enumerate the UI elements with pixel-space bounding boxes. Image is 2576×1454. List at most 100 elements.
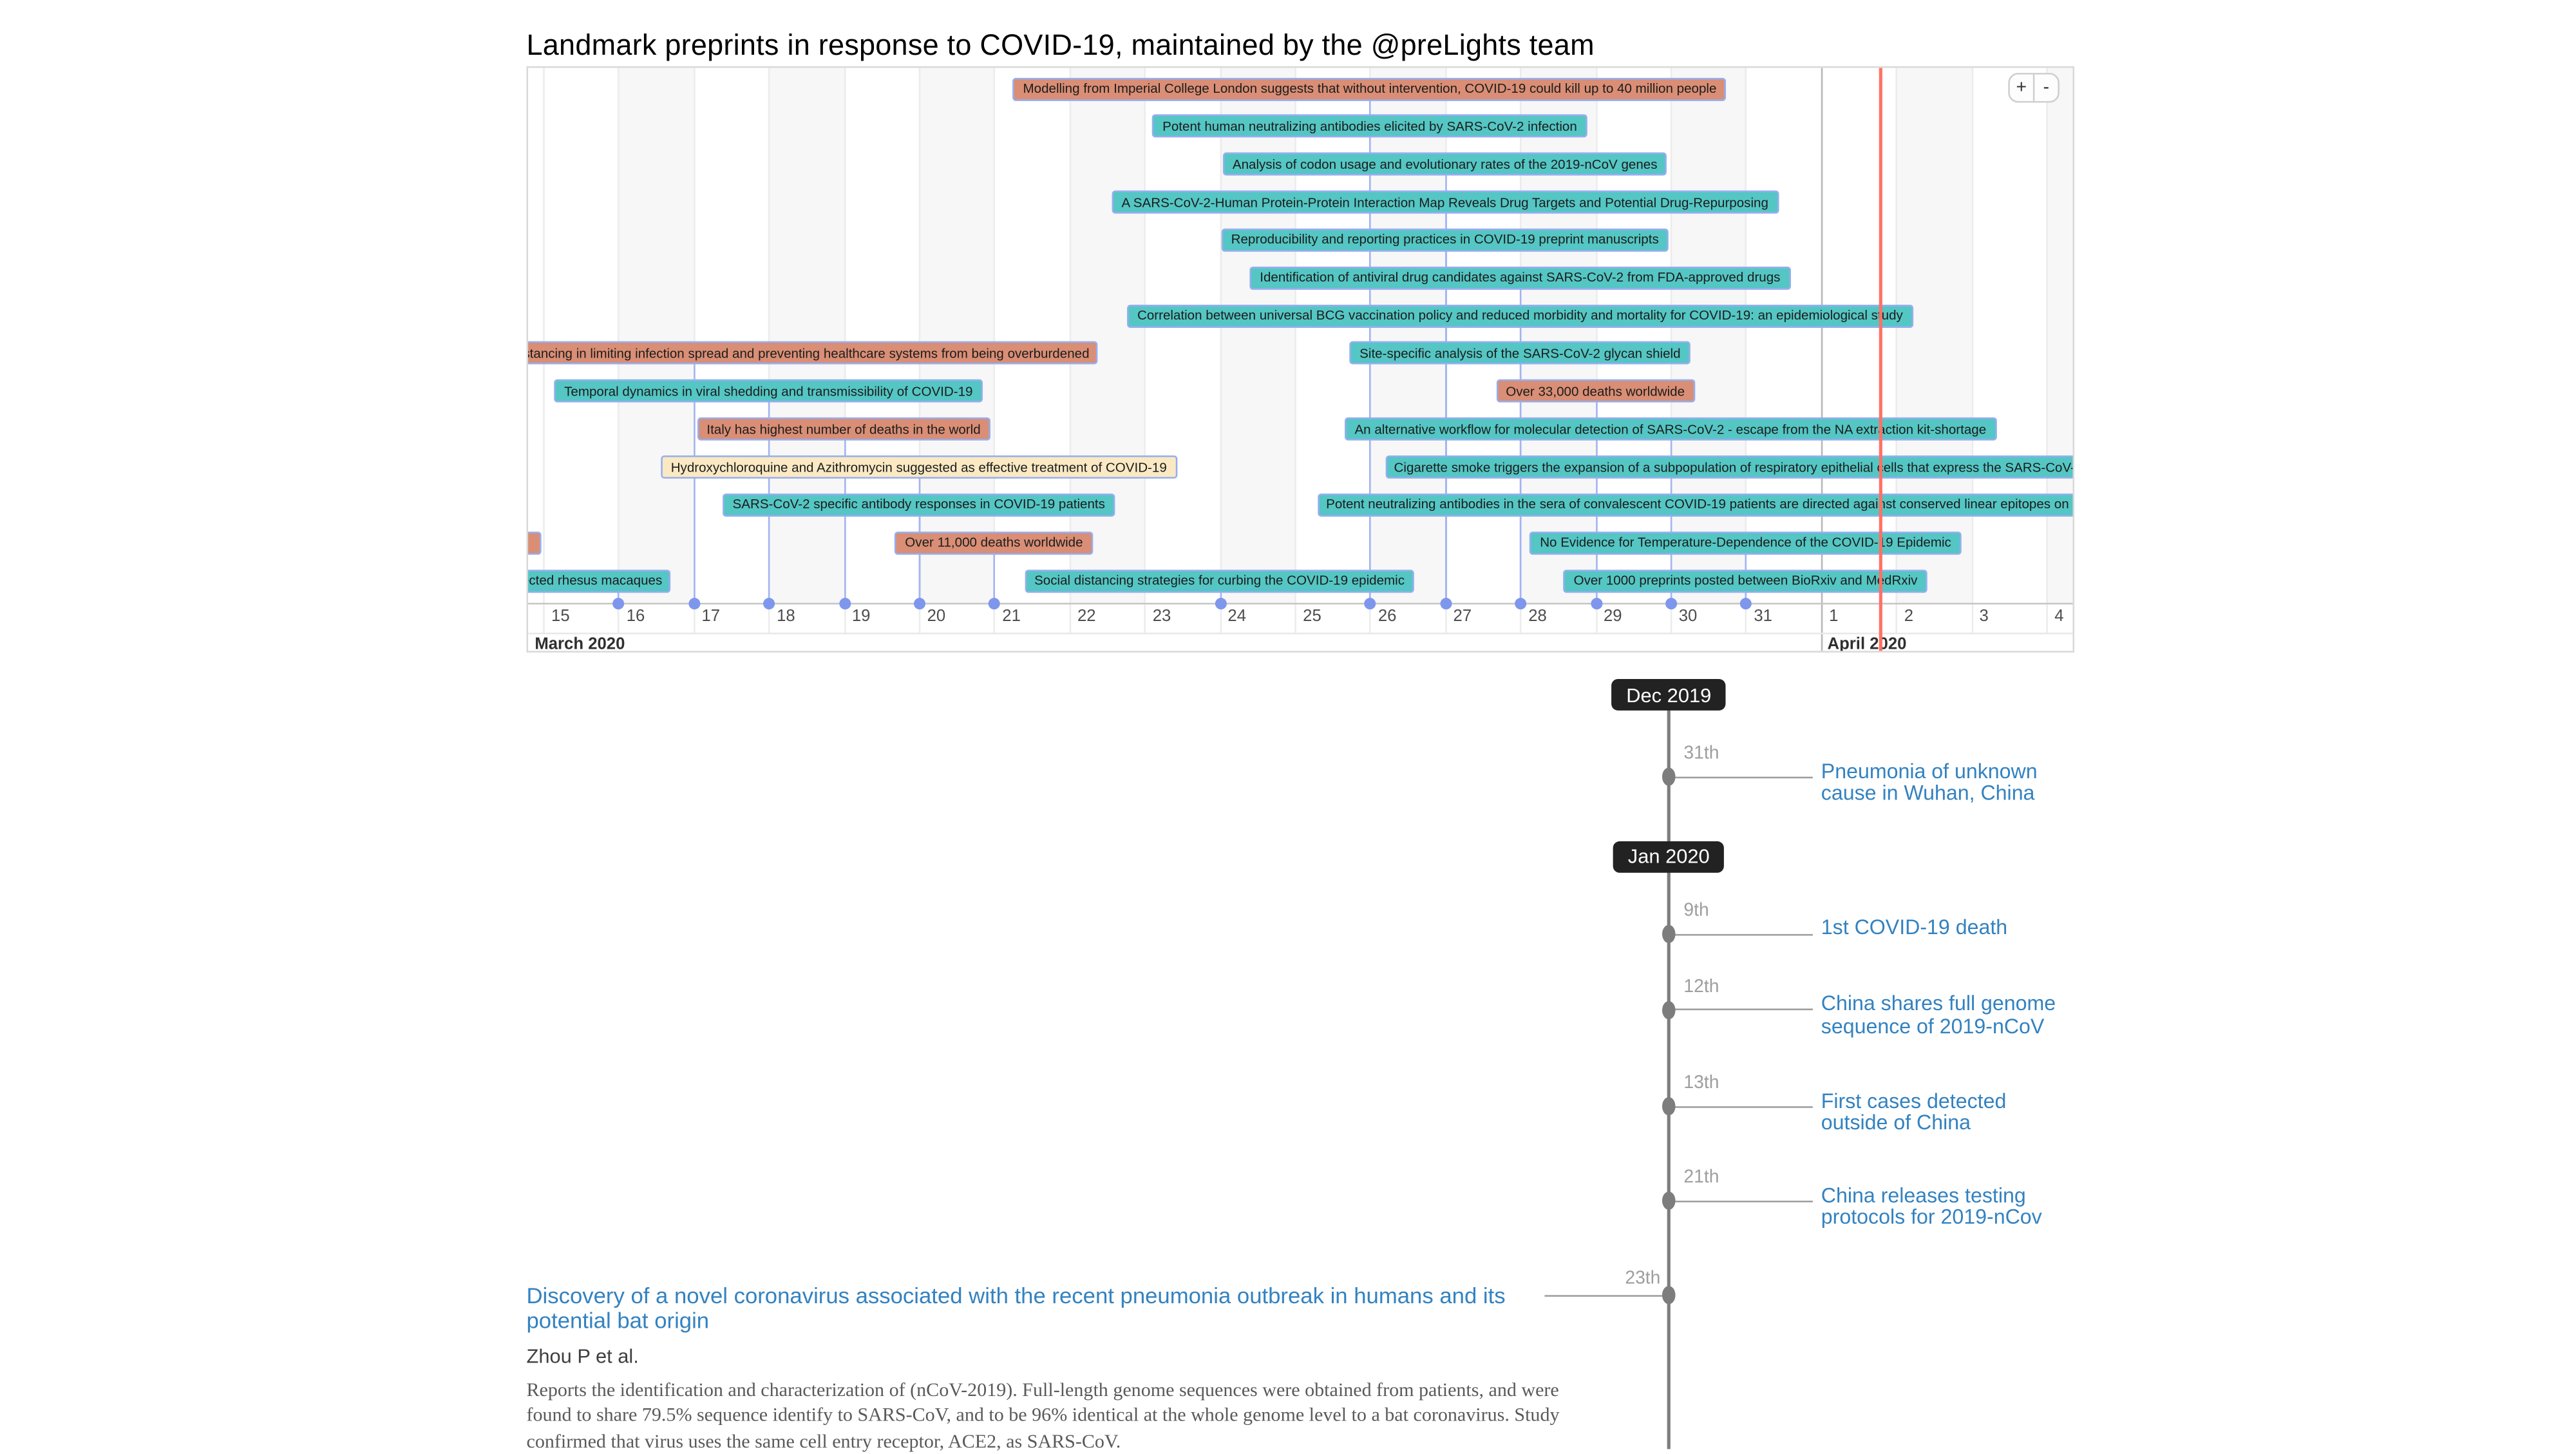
event-title-link[interactable]: Pneumonia of unknown cause in Wuhan, Chin…	[1821, 759, 2038, 805]
gantt-chart[interactable]: 15 16 17 18 19 20 21 22 23 24 25 26 27 28 29 30 31 1 2 3 4 Ma…	[526, 66, 2075, 653]
month-badge: Jan 2020	[1613, 840, 1725, 872]
axis-day-label: 1	[1829, 607, 1839, 626]
item-anchor-dot	[1515, 598, 1527, 610]
axis-day-label: 18	[777, 607, 795, 626]
axis-line	[528, 602, 2073, 605]
timeline-item[interactable]: A SARS-CoV-2-Human Protein-Protein Inter…	[1112, 190, 1779, 214]
axis-day-label: 3	[1979, 607, 1989, 626]
axis-day-label: 24	[1227, 607, 1247, 626]
grid-line	[1219, 68, 1222, 633]
event-dot	[1662, 1191, 1676, 1210]
day-shade	[1369, 68, 1445, 603]
day-shade	[1895, 68, 1971, 603]
event-connector	[1669, 1105, 1813, 1107]
event-connector	[1669, 1008, 1813, 1011]
timeline-item[interactable]: Over 11,000 deaths worldwide	[895, 531, 1093, 555]
grid-line	[1821, 68, 1823, 651]
featured-event-authors: Zhou P et al.	[526, 1344, 639, 1368]
timeline-item[interactable]: al distancing in limiting infection spre…	[528, 341, 1098, 365]
axis-day-label: 2	[1904, 607, 1914, 626]
timeline-item[interactable]: SARS-CoV-2 specific antibody responses i…	[723, 493, 1115, 517]
timeline-item[interactable]: Social distancing strategies for curbing…	[1024, 569, 1415, 593]
timeline-item[interactable]: No Evidence for Temperature-Dependence o…	[1530, 531, 1962, 555]
axis-day-label: 17	[701, 607, 721, 626]
day-shade	[1670, 68, 1746, 603]
month-badge: Dec 2019	[1611, 678, 1727, 711]
item-anchor-dot	[1590, 598, 1602, 610]
event-connector	[1544, 1294, 1669, 1296]
timeline-item[interactable]: Over 1000 preprints posted between BioRx…	[1564, 569, 1927, 593]
timeline-item[interactable]: Reproducibility and reporting practices …	[1221, 228, 1669, 252]
day-shade	[918, 68, 994, 603]
event-connector	[1669, 1200, 1813, 1202]
timeline-item[interactable]	[528, 531, 542, 555]
zoom-out-button[interactable]: -	[2043, 77, 2050, 98]
item-anchor-dot	[914, 598, 926, 610]
timeline-item[interactable]: Site-specific analysis of the SARS-CoV-2…	[1349, 341, 1691, 365]
axis-day-label: 28	[1528, 607, 1547, 626]
timeline-item[interactable]: Modelling from Imperial College London s…	[1013, 77, 1727, 100]
axis-day-label: 23	[1152, 607, 1171, 626]
event-dot	[1662, 924, 1676, 944]
grid-line	[1971, 68, 1973, 633]
item-anchor-dot	[838, 598, 851, 610]
timeline-item[interactable]: Cigarette smoke triggers the expansion o…	[1385, 455, 2073, 479]
event-dot	[1662, 1097, 1676, 1116]
item-anchor-dot	[688, 598, 700, 610]
axis-day-label: 19	[851, 607, 871, 626]
timeline-item[interactable]: Correlation between universal BCG vaccin…	[1127, 304, 1913, 328]
axis-day-label: 21	[1002, 607, 1021, 626]
timeline-item[interactable]: An alternative workflow for molecular de…	[1345, 417, 1996, 441]
timeline-item[interactable]: Potent human neutralizing antibodies eli…	[1152, 115, 1587, 139]
item-anchor-dot	[613, 598, 625, 610]
timeline-item[interactable]: Identification of antiviral drug candida…	[1249, 266, 1790, 290]
item-anchor-dot	[1214, 598, 1226, 610]
timeline-item[interactable]: Potent neutralizing antibodies in the se…	[1318, 493, 2073, 517]
day-shade	[2046, 68, 2073, 603]
axis-day-label: 16	[626, 607, 645, 626]
timeline-item[interactable]: Italy has highest number of deaths in th…	[696, 417, 991, 441]
event-day-label: 12th	[1683, 976, 1719, 997]
day-shade	[1069, 68, 1144, 603]
day-shade	[1520, 68, 1596, 603]
day-shade	[768, 68, 844, 603]
event-title-link[interactable]: 1st COVID-19 death	[1821, 915, 2008, 939]
axis-day-label: 26	[1378, 607, 1397, 626]
featured-event-title-link[interactable]: Discovery of a novel coronavirus associa…	[526, 1283, 1506, 1333]
event-day-label: 9th	[1683, 901, 1709, 921]
timeline-item[interactable]: Over 33,000 deaths worldwide	[1495, 379, 1695, 403]
axis-day-label: 4	[2054, 607, 2064, 626]
item-anchor-dot	[1665, 598, 1678, 610]
axis-day-label: 31	[1754, 607, 1772, 626]
item-anchor-dot	[1365, 598, 1377, 610]
axis-day-label: 25	[1303, 607, 1321, 626]
grid-line	[1294, 68, 1296, 633]
axis-day-label: 29	[1603, 607, 1622, 626]
timeline-item[interactable]: Hydroxychloroquine and Azithromycin sugg…	[661, 455, 1177, 479]
event-connector	[1669, 776, 1813, 778]
item-anchor-dot	[763, 598, 775, 610]
event-dot	[1662, 1000, 1676, 1019]
timeline-item[interactable]: Analysis of codon usage and evolutionary…	[1222, 153, 1667, 177]
item-anchor-line	[994, 542, 996, 603]
zoom-in-button[interactable]: +	[2010, 74, 2035, 101]
timeline-item[interactable]: fected rhesus macaques	[528, 569, 671, 593]
grid-line	[1745, 68, 1748, 633]
zoom-controls: + -	[2008, 73, 2060, 103]
event-day-label: 13th	[1683, 1073, 1719, 1093]
axis-month-label: March 2020	[535, 636, 625, 653]
vertical-timeline-line	[1667, 687, 1671, 1450]
event-title-link[interactable]: First cases detected outside of China	[1821, 1089, 2007, 1134]
event-title-link[interactable]: China shares full genome sequence of 2019…	[1821, 991, 2056, 1038]
axis-day-label: 15	[551, 607, 570, 626]
axis-day-label: 20	[927, 607, 946, 626]
event-dot	[1662, 767, 1676, 786]
event-day-label: 21th	[1683, 1167, 1719, 1188]
event-title-link[interactable]: China releases testing protocols for 2019…	[1821, 1183, 2042, 1229]
grid-line	[1144, 68, 1146, 633]
event-day-label: 31th	[1683, 743, 1719, 764]
grid-line	[2046, 68, 2048, 633]
item-anchor-dot	[989, 598, 1001, 610]
timeline-item[interactable]: Temporal dynamics in viral shedding and …	[554, 379, 983, 403]
